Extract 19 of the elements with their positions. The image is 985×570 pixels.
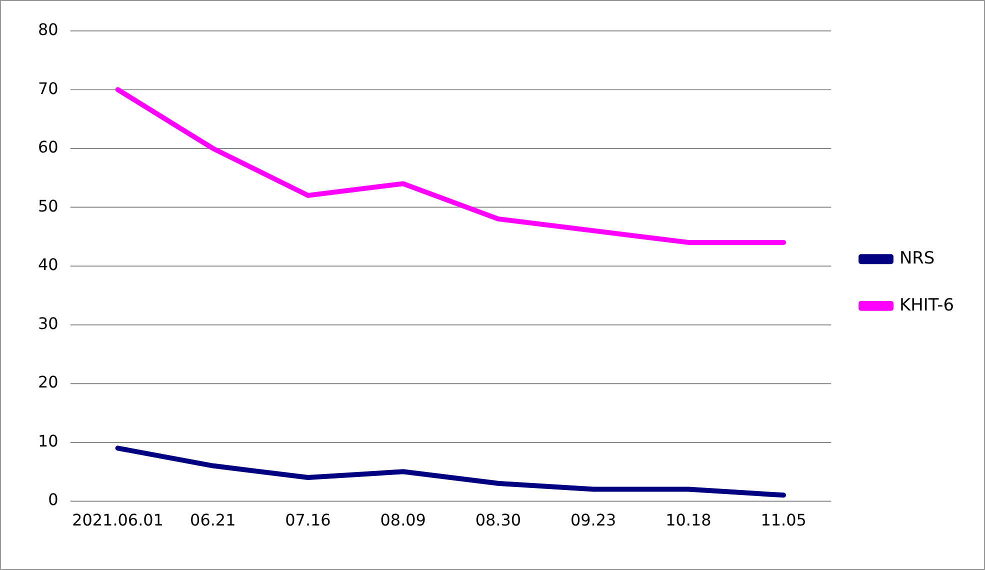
y-tick-label: 10	[38, 431, 58, 450]
y-tick-label: 30	[38, 314, 58, 333]
x-tick-label: 06.21	[190, 510, 236, 530]
y-tick-label: 80	[38, 20, 58, 40]
x-tick-label: 2021.06.01	[72, 510, 164, 530]
x-tick-label: 08.30	[475, 510, 522, 530]
x-tick-label: 08.09	[380, 510, 426, 530]
y-tick-label: 20	[38, 372, 58, 392]
x-tick-label: 11.05	[760, 510, 806, 530]
y-tick-label: 60	[38, 138, 58, 157]
x-tick-label: 10.18	[666, 510, 712, 530]
y-tick-label: 70	[38, 78, 58, 98]
legend-label: NRS	[899, 248, 935, 268]
x-tick-label: 07.16	[285, 510, 331, 530]
y-tick-label: 0	[48, 490, 58, 510]
x-tick-label: 09.23	[570, 510, 616, 530]
y-tick-label: 50	[38, 196, 58, 216]
y-tick-label: 40	[38, 255, 58, 274]
legend-label: KHIT-6	[899, 294, 954, 314]
